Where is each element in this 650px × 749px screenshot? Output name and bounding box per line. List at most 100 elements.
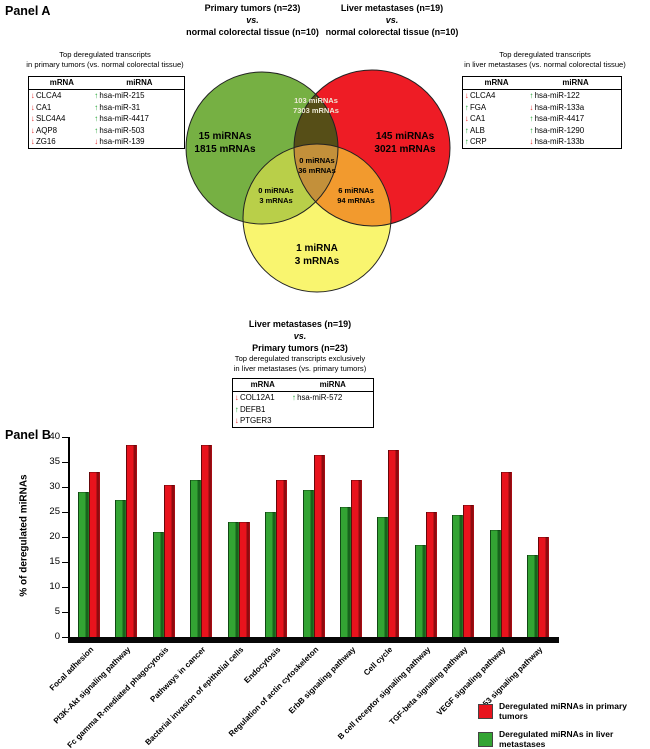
bar-primary_tumors: [388, 449, 400, 637]
transcript-name: hsa-miR-1290: [534, 125, 585, 135]
down-arrow-icon: ↓: [235, 393, 239, 402]
down-arrow-icon: ↓: [31, 102, 35, 112]
y-tick-label: 40: [49, 431, 60, 442]
count-line: 36 mRNAs: [298, 166, 336, 175]
up-arrow-icon: ↑: [94, 102, 99, 112]
title-line: normal colorectal tissue (n=10): [325, 27, 459, 37]
bar-primary_tumors: [313, 454, 325, 637]
title-line: vs.: [385, 15, 399, 25]
mrna-column-header: mRNA: [49, 78, 74, 87]
bar-liver_metastases: [489, 529, 501, 637]
bar-primary_tumors: [500, 472, 512, 637]
mrna-column-header: mRNA: [250, 380, 275, 389]
venn-red-outline: [293, 69, 451, 227]
venn-yellow-outline: [242, 143, 392, 293]
up-arrow-icon: ↑: [465, 125, 469, 135]
y-tick-label: 35: [49, 456, 60, 467]
table-row: ↓SLC4A4 ↑hsa-miR-4417: [29, 113, 184, 125]
y-tick-label: 0: [54, 631, 60, 642]
down-arrow-icon: ↓: [31, 114, 35, 123]
legend-liver-metastases: Deregulated miRNAs in liver metastases: [478, 729, 650, 749]
table-row: ↓ZG16 ↓hsa-miR-139: [29, 136, 184, 148]
liver-metastases-table-title: Top deregulated transcripts in liver met…: [445, 50, 645, 69]
transcript-name: hsa-miR-133b: [534, 137, 585, 146]
table-row: ↑FGA ↓hsa-miR-133a: [463, 102, 621, 114]
table-title-line: in primary tumors (vs. normal colorectal…: [26, 59, 184, 69]
up-arrow-icon: ↑: [465, 137, 469, 146]
venn-diagram: [185, 69, 451, 293]
table-title-line: Top deregulated transcripts exclusively: [234, 354, 366, 363]
transcript-name: CLCA4: [469, 91, 496, 100]
count-line: 3 mRNAs: [294, 256, 340, 267]
table-title-line: Top deregulated transcripts: [499, 50, 591, 59]
down-arrow-icon: ↓: [94, 137, 99, 146]
legend-swatch-red: [478, 703, 493, 719]
count-line: 3021 mRNAs: [374, 144, 436, 155]
venn-red-count: 145 miRNAs 3021 mRNAs: [335, 130, 475, 156]
table-row: ↓CLCA4 ↑hsa-miR-122: [463, 90, 621, 102]
panel-a-label: Panel A: [5, 4, 51, 18]
count-line: 0 miRNAs: [299, 156, 335, 165]
down-arrow-icon: ↓: [465, 114, 469, 123]
mrna-column-header: mRNA: [484, 78, 509, 87]
bar-liver_metastases: [414, 544, 426, 637]
y-tick-mark: [62, 462, 68, 463]
title-line: vs.: [246, 15, 259, 25]
y-tick-mark: [62, 487, 68, 488]
up-arrow-icon: ↑: [94, 91, 99, 100]
up-arrow-icon: ↑: [94, 114, 99, 123]
table-row: ↑CRP ↓hsa-miR-133b: [463, 136, 621, 148]
transcript-name: CLCA4: [35, 91, 62, 100]
down-arrow-icon: ↓: [31, 125, 35, 135]
transcript-name: ALB: [469, 125, 485, 135]
bar-primary_tumors: [538, 537, 550, 637]
transcript-name: PTGER3: [239, 416, 272, 425]
y-tick-label: 30: [49, 481, 60, 492]
up-arrow-icon: ↑: [235, 404, 239, 414]
y-tick-label: 25: [49, 506, 60, 517]
venn-red-yellow-count: 6 miRNAs 94 mRNAs: [316, 186, 396, 206]
transcript-name: SLC4A4: [35, 114, 66, 123]
venn-green-yellow-count: 0 miRNAs 3 mRNAs: [236, 186, 316, 206]
transcript-name: hsa-miR-4417: [99, 114, 149, 123]
y-tick-mark: [62, 437, 68, 438]
y-tick-mark: [62, 562, 68, 563]
bar-primary_tumors: [126, 444, 138, 637]
table-title-line: Top deregulated transcripts: [59, 50, 151, 59]
title-line: Primary tumors (n=23): [252, 343, 348, 353]
y-tick-label: 10: [49, 581, 60, 592]
transcript-name: COL12A1: [239, 393, 275, 402]
panel-b-label: Panel B: [5, 428, 51, 442]
bar-primary_tumors: [463, 504, 475, 637]
count-line: 15 miRNAs: [198, 131, 252, 142]
liver-metastases-table: mRNA miRNA ↓CLCA4 ↑hsa-miR-122 ↑FGA ↓hsa-mi…: [462, 76, 622, 149]
venn-green-outline: [185, 71, 339, 225]
bar-primary_tumors: [201, 444, 213, 637]
table-row: ↓AQP8 ↑hsa-miR-503: [29, 125, 184, 137]
transcript-name: hsa-miR-503: [99, 125, 145, 135]
bar-liver_metastases: [115, 499, 127, 637]
transcript-name: DEFB1: [239, 404, 266, 414]
down-arrow-icon: ↓: [31, 91, 35, 100]
transcript-name: hsa-miR-31: [99, 102, 141, 112]
table-row: ↓CLCA4 ↑hsa-miR-215: [29, 90, 184, 102]
exclusive-table-title: Top deregulated transcripts exclusively …: [190, 354, 410, 373]
primary-vs-normal-title: Primary tumors (n=23) vs. normal colorec…: [155, 2, 350, 38]
count-line: 7303 mRNAs: [293, 106, 339, 115]
bar-primary_tumors: [88, 472, 100, 637]
transcript-name: hsa-miR-133a: [534, 102, 585, 112]
title-line: vs.: [293, 331, 307, 341]
primary-tumors-table-title: Top deregulated transcripts in primary t…: [10, 50, 200, 69]
bar-primary_tumors: [425, 512, 437, 637]
transcript-name: CA1: [35, 102, 52, 112]
metastases-vs-normal-title: Liver metastases (n=19) vs. normal color…: [292, 2, 492, 38]
bar-liver_metastases: [527, 554, 539, 637]
transcript-name: AQP8: [35, 125, 58, 135]
table-row: ↑DEFB1: [233, 404, 373, 416]
up-arrow-icon: ↑: [529, 125, 534, 135]
venn-center-count: 0 miRNAs 36 mRNAs: [277, 156, 357, 176]
legend-swatch-green: [478, 731, 493, 747]
chart-floor: [68, 637, 559, 643]
mirna-column-header: miRNA: [319, 380, 346, 389]
